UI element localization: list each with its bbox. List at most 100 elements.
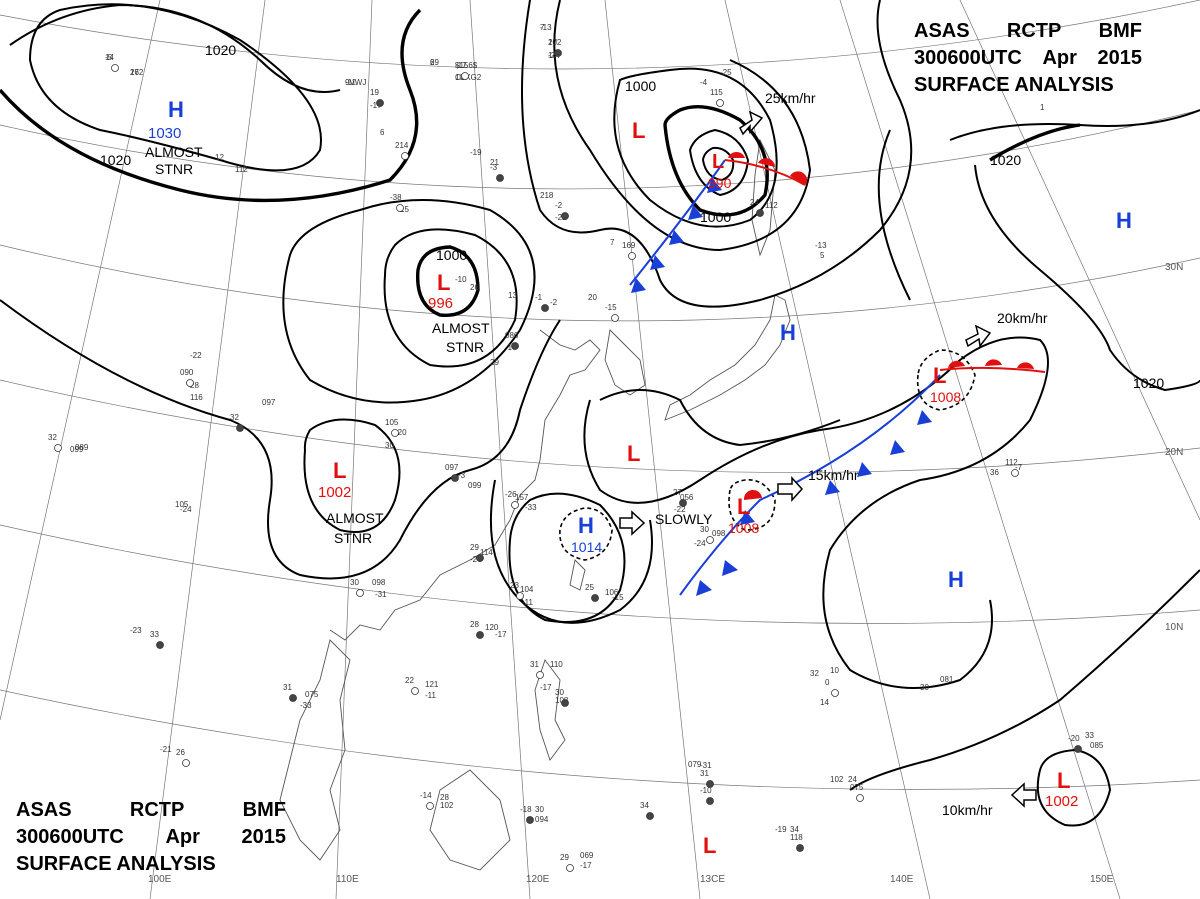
station-marker xyxy=(706,536,714,544)
parallel-30n xyxy=(0,244,1200,322)
station-value: -25 xyxy=(720,68,732,77)
coast-japan xyxy=(664,294,791,421)
lon-label: 140E xyxy=(890,874,914,885)
lon-label: 120E xyxy=(526,874,550,885)
station-value: 30 xyxy=(350,578,359,587)
station-marker xyxy=(391,429,399,437)
station-value: -17 xyxy=(455,61,467,70)
station-value: 089 xyxy=(75,443,89,452)
station-value: 075 xyxy=(305,690,319,699)
station-marker xyxy=(516,592,524,600)
header-time: 300600UTC xyxy=(16,826,124,848)
station-marker xyxy=(706,797,714,805)
header-station: RCTP xyxy=(129,799,185,821)
isobar-high-1014 xyxy=(508,492,626,623)
station-value: -11 xyxy=(522,598,534,607)
station-value: -10 xyxy=(700,786,712,795)
station-marker xyxy=(856,794,864,802)
meridian-130e xyxy=(604,0,701,899)
station-marker xyxy=(646,812,654,820)
isobar-east-pacific xyxy=(599,389,841,447)
station-marker xyxy=(54,444,62,452)
station-value: -17 xyxy=(495,630,507,639)
station-marker xyxy=(796,844,804,852)
arrow-l4 xyxy=(777,476,804,502)
station-value: 110 xyxy=(550,660,563,669)
isobar-label: 1000 xyxy=(700,209,731,225)
station-value: 28 xyxy=(440,793,449,802)
low-value-l4: 1008 xyxy=(728,520,759,536)
isobar-low-990-inner xyxy=(688,128,750,197)
isobar-1000-low-996 xyxy=(415,245,480,317)
station-value: 27 xyxy=(548,38,557,47)
header-line-1: ASAS RCTP BMF xyxy=(914,18,1142,45)
station-value: 094 xyxy=(535,815,549,824)
warm-front-bump xyxy=(948,360,965,368)
station-marker xyxy=(111,64,119,72)
station-value: 169 xyxy=(622,241,636,250)
station-value: 29 xyxy=(560,853,569,862)
station-value: -10 xyxy=(455,275,467,284)
cold-front-tooth xyxy=(669,230,684,245)
isobar-nw-outer xyxy=(9,3,341,93)
station-value: 120 xyxy=(485,623,499,632)
cold-front-tooth xyxy=(917,410,932,425)
station-value: -17 xyxy=(370,101,382,110)
isobar-1020-east-large xyxy=(949,109,1200,392)
station-value: 079 xyxy=(688,760,702,769)
station-value: 12 xyxy=(215,153,224,162)
arrow-l5 xyxy=(965,324,992,348)
station-marker xyxy=(526,816,534,824)
cold-front-tooth xyxy=(740,510,755,525)
low-value-l6: 1002 xyxy=(1045,793,1078,810)
isobar-east-outer xyxy=(849,129,1200,791)
station-value: 29 xyxy=(470,543,479,552)
station-value: -17 xyxy=(540,683,552,692)
station-value: 15 xyxy=(400,205,409,214)
station-value: 102 xyxy=(830,775,844,784)
station-value: 102 xyxy=(440,801,454,810)
header-month: Apr xyxy=(1042,47,1077,69)
station-value: -2 xyxy=(555,201,563,210)
meridian-90e xyxy=(0,0,161,721)
isobar-south-band xyxy=(489,479,653,624)
station-value: -24 xyxy=(694,539,706,548)
station-marker xyxy=(411,687,419,695)
header-month: Apr xyxy=(165,826,200,848)
high-value-h1: 1030 xyxy=(148,125,181,142)
low-symbol-l1b: L xyxy=(712,151,724,173)
station-value: -19 xyxy=(775,825,787,834)
coast-china xyxy=(329,329,601,641)
station-value: 31 xyxy=(530,660,539,669)
fronts xyxy=(629,151,1046,596)
low-symbol-l6: L xyxy=(1057,768,1070,793)
station-marker xyxy=(591,594,599,602)
station-value: -21 xyxy=(160,745,172,754)
low-value-l3: 1002 xyxy=(318,484,351,501)
station-value: 20 xyxy=(588,293,597,302)
low-value-l1: 990 xyxy=(708,175,732,191)
isobar-1020-east xyxy=(989,123,1081,162)
station-value: 23 xyxy=(510,581,519,590)
station-value: 5 xyxy=(820,251,825,260)
station-value: 112 xyxy=(1005,458,1018,467)
isobar-west-outer xyxy=(521,0,913,308)
station-value: 157 xyxy=(515,493,529,502)
station-value: 14 xyxy=(105,53,114,62)
coast-taiwan xyxy=(569,559,586,591)
station-value: 31 xyxy=(283,683,292,692)
station-value: 075 xyxy=(850,783,864,792)
station-value: 19 xyxy=(370,88,379,97)
station-value: 104 xyxy=(520,585,534,594)
trough-low-1008-west xyxy=(728,479,776,531)
header-title: SURFACE ANALYSIS xyxy=(16,853,216,875)
speed-label-l1: 25km/hr xyxy=(765,90,816,106)
station-marker xyxy=(511,342,519,350)
coast-sakhalin xyxy=(751,138,776,257)
station-value: 29 xyxy=(430,58,439,67)
low-value-l2: 996 xyxy=(428,295,453,312)
station-value: 32 xyxy=(810,669,819,678)
station-value: -26 xyxy=(505,490,517,499)
isobar-low-1002 xyxy=(303,418,401,533)
